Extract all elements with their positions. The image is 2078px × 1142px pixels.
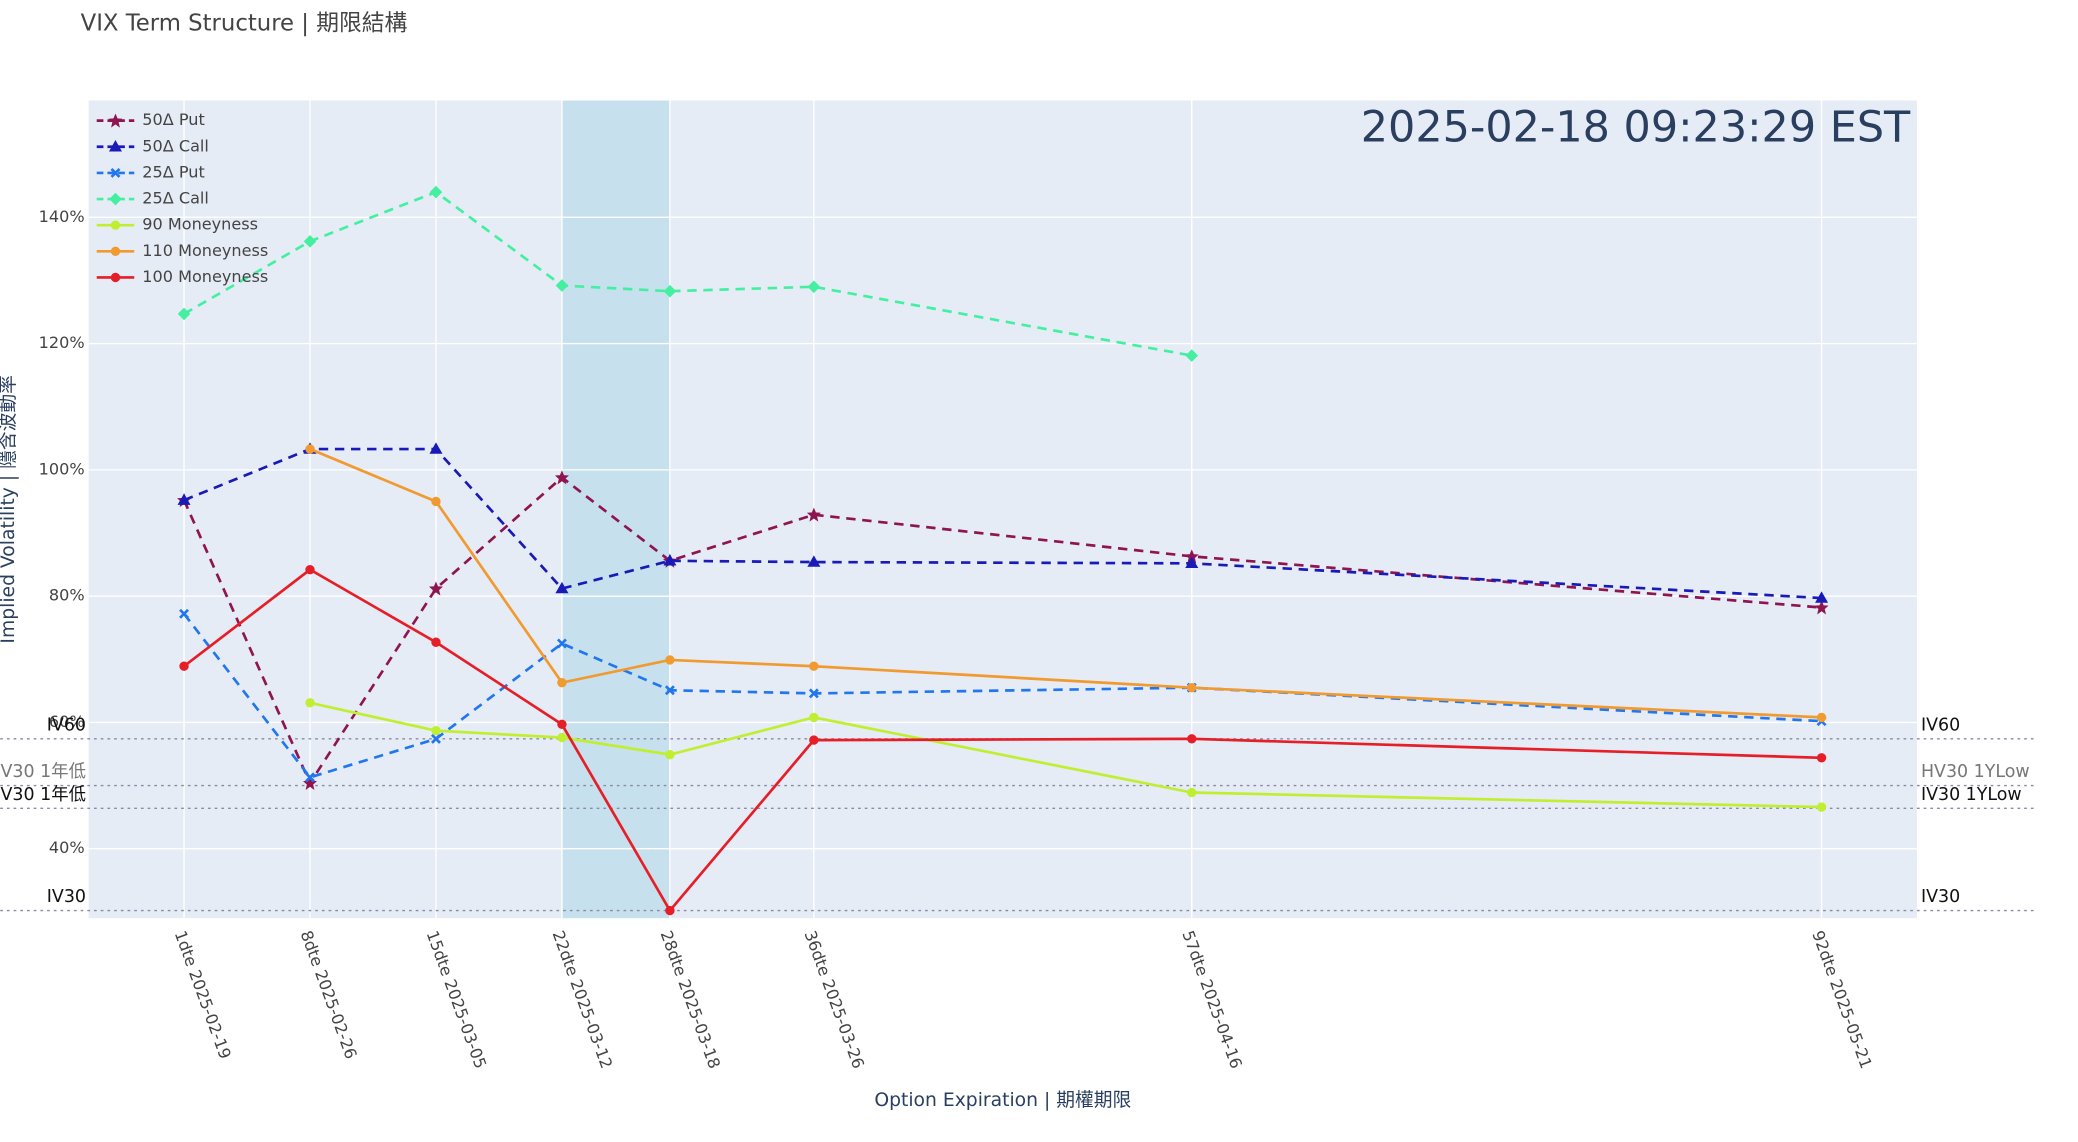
y-tick-label: 100% <box>39 459 85 478</box>
marker <box>557 677 567 688</box>
marker <box>108 113 123 128</box>
marker <box>1816 753 1827 763</box>
marker <box>110 272 121 283</box>
timestamp: 2025-02-18 09:23:29 EST <box>1361 103 1911 153</box>
marker <box>809 735 819 745</box>
marker <box>665 905 675 916</box>
marker <box>109 192 122 206</box>
reference-label-left: HV30 1年低 <box>0 762 86 782</box>
series-line <box>182 475 1822 786</box>
marker <box>110 167 121 178</box>
marker <box>557 732 567 743</box>
marker <box>305 444 315 454</box>
marker <box>665 655 675 665</box>
marker <box>665 749 675 760</box>
reference-label-left: IV60 <box>47 715 86 735</box>
marker <box>429 185 443 199</box>
marker <box>1814 600 1829 615</box>
marker <box>555 581 569 594</box>
marker <box>431 637 441 647</box>
marker <box>303 235 317 248</box>
marker <box>305 772 315 783</box>
marker <box>1816 712 1827 723</box>
series-line <box>183 447 1822 600</box>
legend-label: 50Δ Put <box>142 110 204 129</box>
x-tick-label: 57dte 2025-04-16 <box>1178 928 1246 1071</box>
legend-label: 50Δ Call <box>142 136 209 155</box>
reference-label-right: HV30 1YLow <box>1921 762 2030 782</box>
marker <box>177 493 191 505</box>
marker <box>806 507 821 522</box>
marker <box>1185 349 1199 362</box>
marker <box>1185 556 1199 569</box>
plot-area <box>88 100 1917 919</box>
marker <box>556 638 567 649</box>
marker <box>305 698 315 708</box>
marker <box>1187 683 1197 693</box>
marker <box>431 733 441 744</box>
y-tick-label: 140% <box>39 207 85 226</box>
legend-label: 110 Moneyness <box>142 241 268 260</box>
chart-title: VIX Term Structure | 期限結構 <box>81 11 408 37</box>
marker <box>807 280 821 294</box>
y-axis-title: Implied Volatility | 隱含波動率 <box>0 375 19 643</box>
legend-label: 100 Moneyness <box>142 267 268 286</box>
marker <box>557 719 567 730</box>
series-line <box>182 613 1822 779</box>
x-axis-title: Option Expiration | 期權期限 <box>874 1089 1131 1111</box>
marker <box>305 564 315 575</box>
x-tick-label: 28dte 2025-03-18 <box>657 928 725 1071</box>
marker <box>177 307 191 321</box>
marker <box>554 470 569 485</box>
legend-label: 25Δ Call <box>142 189 209 208</box>
series-line <box>183 568 1822 913</box>
marker <box>555 279 569 292</box>
x-tick-label: 22dte 2025-03-12 <box>549 928 617 1071</box>
marker <box>664 685 675 696</box>
marker <box>663 284 677 298</box>
legend-label: 90 Moneyness <box>142 215 258 234</box>
marker <box>429 442 443 454</box>
reference-label-right: IV30 1YLow <box>1921 785 2022 805</box>
marker <box>429 581 443 596</box>
y-tick-label: 120% <box>39 333 85 352</box>
marker <box>108 140 122 152</box>
x-tick-label: 92dte 2025-05-21 <box>1808 928 1876 1071</box>
marker <box>663 554 677 566</box>
marker <box>110 246 121 256</box>
marker <box>808 688 819 699</box>
marker <box>1816 802 1827 812</box>
marker <box>1815 591 1829 603</box>
reference-label-right: IV30 <box>1921 887 1960 907</box>
y-tick-label: 80% <box>49 586 85 605</box>
x-tick-label: 8dte 2025-02-26 <box>297 928 361 1062</box>
reference-label-left: IV30 1年低 <box>0 785 86 805</box>
marker <box>1187 787 1197 798</box>
marker <box>431 725 441 736</box>
y-tick-label: 40% <box>49 838 85 857</box>
x-tick-label: 1dte 2025-02-19 <box>171 928 235 1062</box>
y-tick-label: 60% <box>49 712 85 731</box>
legend-label: 25Δ Put <box>142 162 204 181</box>
marker <box>303 775 317 790</box>
marker <box>431 496 441 507</box>
x-tick-label: 15dte 2025-03-05 <box>423 928 491 1071</box>
marker <box>809 661 819 671</box>
marker <box>807 555 821 567</box>
reference-label-right: IV60 <box>1921 715 1960 735</box>
x-tick-label: 36dte 2025-03-26 <box>801 928 869 1071</box>
marker <box>809 712 819 723</box>
marker <box>179 661 189 671</box>
marker <box>1187 734 1197 744</box>
shaded-band <box>561 100 670 919</box>
reference-label-left: IV30 <box>47 887 86 907</box>
marker <box>179 608 190 619</box>
marker <box>110 220 121 230</box>
